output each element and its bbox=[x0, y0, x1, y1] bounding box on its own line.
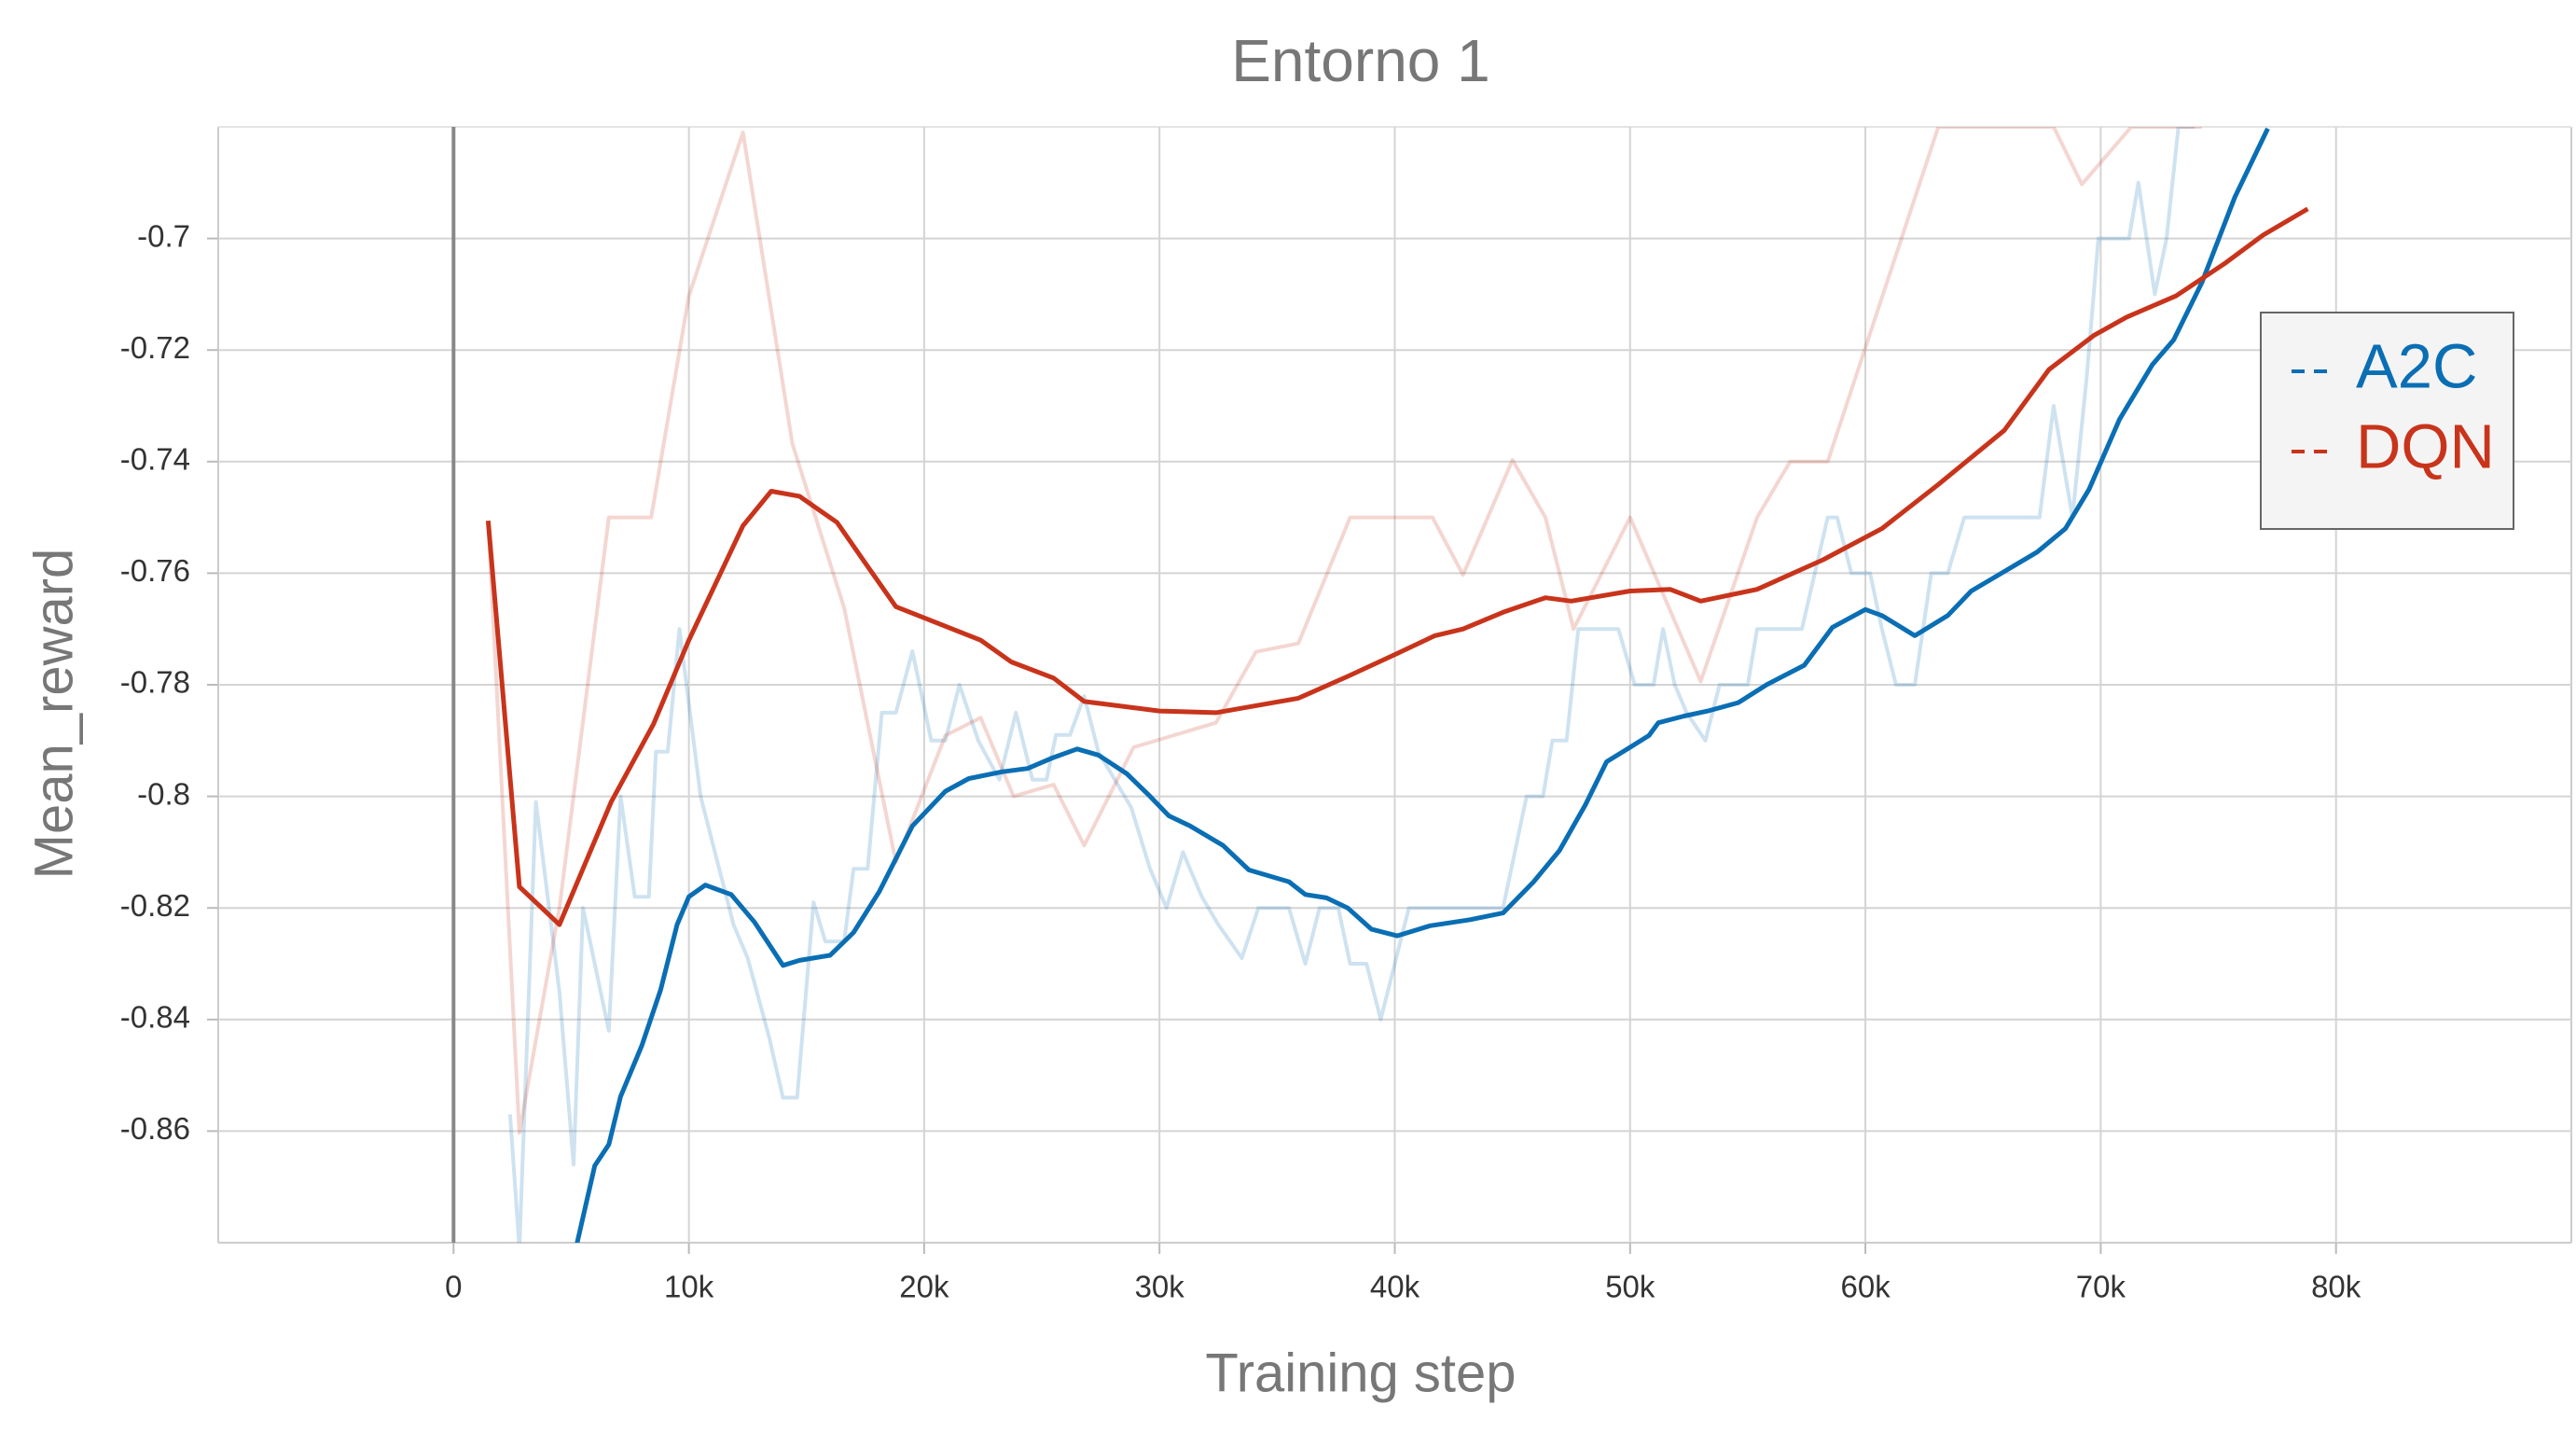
plot-area bbox=[485, 127, 2309, 1243]
smoothed-line bbox=[485, 206, 2309, 927]
x-tick-label: 60k bbox=[1840, 1270, 1890, 1304]
x-tick-label: 20k bbox=[899, 1270, 949, 1304]
smoothed-line bbox=[575, 127, 2270, 1243]
y-tick-label: -0.72 bbox=[120, 330, 190, 365]
y-tick-label: -0.76 bbox=[120, 553, 190, 588]
x-axis-title: Training step bbox=[1205, 1343, 1516, 1403]
legend-label: A2C bbox=[2356, 332, 2477, 402]
x-tick-label: 30k bbox=[1135, 1270, 1185, 1304]
y-tick-label: -0.78 bbox=[120, 665, 190, 700]
raw-line bbox=[486, 127, 2202, 1135]
legend-label: DQN bbox=[2356, 412, 2495, 482]
x-tick-label: 80k bbox=[2311, 1270, 2361, 1304]
chart-title: Entorno 1 bbox=[1231, 27, 1490, 94]
y-axis-title: Mean_reward bbox=[23, 549, 84, 880]
x-tick-label: 40k bbox=[1370, 1270, 1420, 1304]
raw-line bbox=[507, 127, 2195, 1243]
x-tick-label: 10k bbox=[664, 1270, 714, 1304]
y-tick-label: -0.82 bbox=[120, 888, 190, 923]
x-tick-label: 70k bbox=[2076, 1270, 2126, 1304]
y-tick-label: -0.86 bbox=[120, 1111, 190, 1146]
x-tick-label: 50k bbox=[1605, 1270, 1655, 1304]
y-tick-label: -0.7 bbox=[137, 218, 190, 253]
x-tick-label: 0 bbox=[445, 1270, 462, 1304]
y-tick-label: -0.84 bbox=[120, 1000, 190, 1035]
legend-box bbox=[2260, 312, 2514, 530]
y-tick-label: -0.74 bbox=[120, 442, 190, 477]
y-tick-label: -0.8 bbox=[137, 776, 190, 811]
